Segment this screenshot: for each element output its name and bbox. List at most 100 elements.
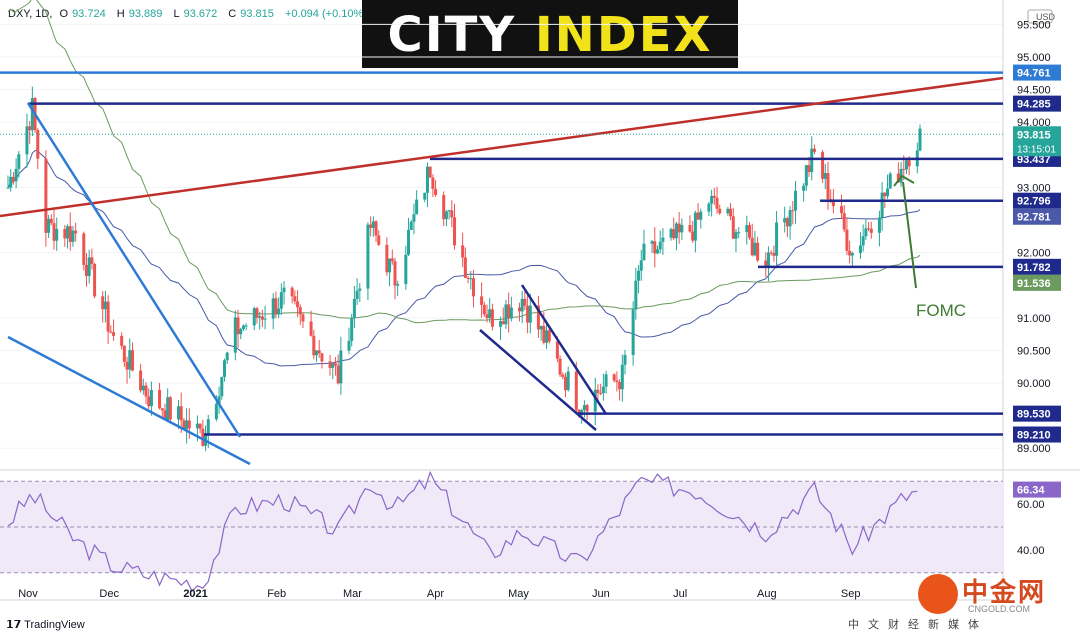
candle-body [620,364,624,390]
candle-body [258,316,262,318]
cngold-watermark: 中金网 CNGOLD.COM 中文财经新媒体 [848,572,1068,632]
price-tick: 95.500 [1017,19,1051,31]
time-tick: 2021 [183,588,207,600]
level-label-94.285: 94.285 [1017,99,1051,111]
level-label-93.437: 93.437 [1017,154,1051,166]
currency-box [1027,9,1053,24]
rsi-value-label: 66.34 [1017,485,1045,497]
open-value: O 93.724 [59,8,106,20]
candle-body [490,309,494,327]
candle-body [469,278,473,280]
candle-body [869,228,873,233]
candles [6,86,922,452]
price-tick: 93.000 [1017,182,1051,194]
candle-body [412,214,416,222]
candle-body [166,397,170,421]
candle-body [409,221,413,230]
candle-body [87,257,91,277]
candle-body [63,228,67,239]
candle-body [810,148,814,173]
candle-body [699,211,703,220]
candle-body [488,309,492,319]
symbol-label: DXY, 1D, [8,8,53,20]
level-label-89.210: 89.210 [1017,430,1051,442]
level-label-91.782: 91.782 [1017,262,1051,274]
candle-body [907,160,911,167]
candle-body [509,307,513,319]
grid [0,0,1080,601]
candle-body [331,363,335,368]
candle-body [858,245,862,254]
tradingview-icon: 𝟭𝟳 [6,619,22,631]
candle-body [528,305,532,323]
candle-body [301,314,305,322]
candle-body [539,326,543,330]
annotations: FOMC [893,174,966,320]
rsi-line-path [7,470,918,593]
time-tick: Mar [343,588,362,600]
time-tick: Apr [427,588,444,600]
candle-body [25,126,29,155]
candle-body [831,201,835,207]
candle-body [425,166,429,193]
candle-body [766,252,770,268]
candle-body [339,350,343,384]
candle-body [718,208,722,214]
candle-body [17,154,21,169]
ma-200-line [7,0,921,324]
candle-body [44,158,48,233]
candle-body [669,229,673,238]
candle-body [574,371,578,410]
candle-body [618,382,622,390]
close-value: C 93.815 [228,8,274,20]
wedge-lower-line [479,329,597,431]
candle-body [14,168,18,182]
candle-body [112,332,116,336]
price-tick: 91.000 [1017,313,1051,325]
candle-body [517,307,521,312]
price-tick: 94.000 [1017,117,1051,129]
candle-body [93,263,97,297]
candle-body [850,253,854,256]
candle-body [861,236,865,246]
candle-body [168,397,172,420]
candle-body [358,288,362,291]
candle-body [691,231,695,241]
candle-body [290,287,294,297]
candle-body [450,210,454,218]
candle-body [639,260,643,271]
price-tick: 90.500 [1017,345,1051,357]
candle-body [615,380,619,383]
candle-body [447,210,451,212]
candle-body [160,408,164,411]
candle-body [255,308,259,318]
candle-body [355,290,359,299]
channel-lower-line [7,335,251,466]
candle-body [393,261,397,286]
candle-body [66,226,70,239]
candle-body [260,316,264,320]
candle-body [888,173,892,189]
candle-body [279,292,283,309]
candle-body [791,210,795,212]
candle-body [9,176,13,188]
candle-body [385,244,389,273]
candle-body [49,218,53,224]
candle-body [320,353,324,362]
candle-body [596,389,600,393]
time-tick: May [508,588,529,600]
candle-body [431,177,435,189]
candle-body [214,403,218,420]
candle-body [220,376,224,397]
candle-body [902,168,906,170]
candle-body [677,223,681,233]
candle-body [499,321,503,327]
candle-body [415,199,419,215]
candle-body [623,354,627,365]
candle-body [312,335,316,356]
candle-body [604,374,608,387]
candle-body [371,221,375,228]
fomc-arrow [902,181,917,289]
candle-body [328,361,332,368]
